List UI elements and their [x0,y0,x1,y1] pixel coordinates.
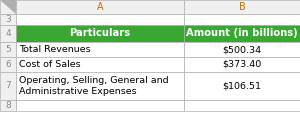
Polygon shape [0,0,16,14]
Bar [0,14,16,25]
Bar [184,57,300,72]
Bar [0,72,16,100]
Text: 7: 7 [5,82,11,90]
Bar [0,42,16,57]
Text: 5: 5 [5,45,11,54]
Text: $373.40: $373.40 [222,60,262,69]
Text: Amount (in billions): Amount (in billions) [186,28,298,38]
Bar [184,0,300,14]
Bar [184,100,300,111]
Bar [16,25,184,42]
Bar [16,57,184,72]
Bar [0,0,16,14]
Text: 3: 3 [5,15,11,24]
Bar [184,25,300,42]
Bar [16,42,184,57]
Text: Operating, Selling, General and
Administrative Expenses: Operating, Selling, General and Administ… [19,76,169,96]
Bar [16,14,184,25]
Bar [184,42,300,57]
Text: A: A [97,2,103,12]
Text: Particulars: Particulars [69,28,130,38]
Bar [16,100,184,111]
Bar [0,25,16,42]
Text: B: B [238,2,245,12]
Text: $500.34: $500.34 [222,45,262,54]
Text: Cost of Sales: Cost of Sales [19,60,81,69]
Text: 4: 4 [5,29,11,38]
Bar [16,0,184,14]
Bar [184,14,300,25]
Bar [184,72,300,100]
Text: Total Revenues: Total Revenues [19,45,91,54]
Text: $106.51: $106.51 [223,82,262,90]
Text: 6: 6 [5,60,11,69]
Bar [16,72,184,100]
Bar [0,100,16,111]
Bar [0,57,16,72]
Text: 8: 8 [5,101,11,110]
